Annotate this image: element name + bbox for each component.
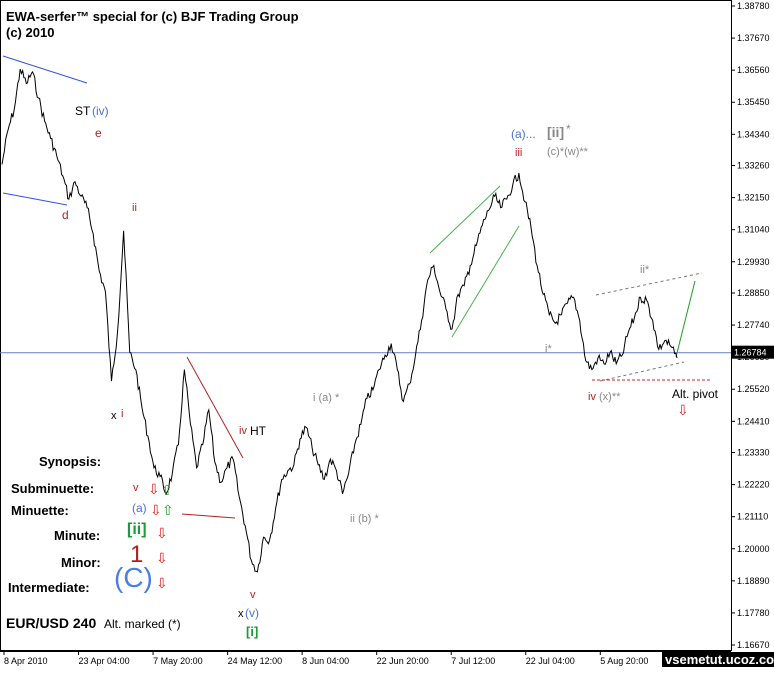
current-price-label: 1.26784 — [734, 348, 767, 358]
y-tick-label: 1.33260 — [737, 161, 770, 171]
wave-label-a-top: (a)... — [511, 127, 536, 141]
wave-label-d: d — [62, 208, 69, 222]
y-tick-label: 1.34340 — [737, 129, 770, 139]
wave-label-v-paren: (v) — [245, 606, 259, 620]
alt-pivot-arrow-down-icon: ⇩ — [677, 402, 689, 418]
wave-label-x-i: x — [111, 410, 117, 422]
x-tick-label: 24 May 12:00 — [228, 656, 283, 666]
channel-lower-blue — [2, 192, 68, 206]
x-tick-label: 22 Jun 20:00 — [377, 656, 429, 666]
synopsis-mark-subminuette: v — [133, 482, 139, 494]
y-tick-label: 1.29930 — [737, 257, 770, 267]
triangle-lower-red — [181, 513, 236, 519]
alt-pivot-label: Alt. pivot — [672, 387, 719, 401]
wave-label-x-alt: (x)** — [599, 391, 621, 403]
synopsis-mark-minute: [ii] — [127, 521, 147, 538]
minute-arrow-down-icon: ⇩ — [156, 525, 168, 541]
minor-arrow-down-icon: ⇩ — [156, 550, 168, 566]
wave-label-iv-ht: iv — [239, 425, 247, 437]
y-tick-label: 1.32150 — [737, 193, 770, 203]
watermark: vsemetut.ucoz.com — [662, 652, 774, 667]
y-axis-ticks: 1.38780 1.37670 1.36560 1.35450 1.34340 1.332… — [731, 1, 770, 650]
x-tick-label: 22 Jul 04:00 — [526, 656, 575, 666]
synopsis-label-minor: Minor: — [61, 555, 101, 570]
x-axis-ticks: 8 Apr 2010 23 Apr 04:00 7 May 20:00 24 May … — [3, 651, 728, 666]
synopsis-mark-intermediate: (C) — [114, 562, 153, 593]
wave-label-ht: HT — [250, 424, 266, 438]
symbol-label: EUR/USD 240 — [6, 615, 97, 631]
y-tick-label: 1.23330 — [737, 448, 770, 458]
y-tick-label: 1.18890 — [737, 576, 770, 586]
wave-label-i-a-alt: i (a) * — [313, 392, 340, 404]
price-series-line — [1, 68, 678, 573]
y-tick-label: 1.17780 — [737, 608, 770, 618]
channel-upper-grey-dashed — [595, 272, 703, 296]
chart-title: EWA-serfer™ special for (c) BJF Trading … — [6, 9, 299, 24]
current-price-marker — [731, 345, 774, 359]
wave-label-c-w-alt: (c)*(w)** — [547, 146, 588, 158]
y-tick-label: 1.24410 — [737, 416, 770, 426]
minuette-arrow-up-icon: ⇧ — [162, 502, 174, 518]
channel-upper-blue — [2, 55, 88, 84]
y-tick-label: 1.25520 — [737, 384, 770, 394]
chart-copyright: (c) 2010 — [6, 25, 55, 40]
x-tick-label: 7 May 20:00 — [153, 656, 203, 666]
channel-upper-green — [429, 185, 501, 254]
y-tick-label: 1.38780 — [737, 1, 770, 11]
wave-label-st: ST — [75, 104, 91, 118]
x-tick-label: 5 Aug 20:00 — [600, 656, 648, 666]
wave-label-ii-bracket-star: * — [566, 122, 571, 136]
y-tick-label: 1.20000 — [737, 544, 770, 554]
y-tick-label: 1.21110 — [737, 512, 768, 522]
wave-label-x-low: x — [238, 608, 244, 620]
wave-label-iv: iv — [588, 391, 596, 403]
subminuette-arrow-up-icon: ⇧ — [161, 482, 173, 498]
wave-label-i-bracket: [i] — [246, 624, 259, 639]
wave-label-iii-top: iii — [515, 147, 523, 159]
y-tick-label: 1.36560 — [737, 65, 770, 75]
plot-frame — [0, 0, 732, 651]
y-tick-label: 1.28850 — [737, 288, 770, 298]
synopsis-label-minute: Minute: — [54, 528, 101, 543]
x-tick-label: 8 Apr 2010 — [4, 656, 48, 666]
wave-label-e: e — [95, 126, 102, 140]
y-tick-label: 1.22220 — [737, 480, 770, 490]
channel-lower-green — [451, 225, 520, 338]
synopsis-label-intermediate: Intermediate: — [8, 580, 90, 595]
y-tick-label: 1.35450 — [737, 97, 770, 107]
projection-green — [675, 280, 696, 358]
y-tick-label: 1.31040 — [737, 225, 770, 235]
wave-label-ii-top: ii — [132, 202, 137, 214]
wave-label-i-low: i — [121, 408, 124, 420]
synopsis-label-minuette: Minuette: — [11, 503, 69, 518]
synopsis-mark-minor: 1 — [130, 541, 144, 568]
synopsis-label-subminuette: Subminuette: — [11, 481, 95, 496]
wave-label-st-iv: (iv) — [92, 104, 109, 118]
channel-lower-grey-dashed — [599, 361, 685, 382]
wave-label-i-star: i* — [545, 343, 552, 355]
wave-label-v-bottom: v — [250, 589, 256, 601]
synopsis-mark-minuette: (a) — [132, 501, 147, 515]
alt-note-label: Alt. marked (*) — [104, 617, 181, 631]
wave-label-ii-bracket-alt: [ii] — [547, 124, 565, 140]
x-tick-label: 8 Jun 04:00 — [302, 656, 349, 666]
x-tick-label: 7 Jul 12:00 — [451, 656, 495, 666]
x-tick-label: 23 Apr 04:00 — [79, 656, 130, 666]
wave-label-ii-star: ii* — [640, 264, 650, 276]
subminuette-arrow-down-icon: ⇩ — [148, 481, 160, 497]
intermediate-arrow-down-icon: ⇩ — [156, 575, 168, 591]
y-tick-label: 1.27740 — [737, 320, 770, 330]
wave-label-ii-b-alt: ii (b) * — [350, 513, 379, 525]
minuette-arrow-down-icon: ⇩ — [150, 502, 162, 518]
y-tick-label: 1.16670 — [737, 640, 770, 650]
triangle-upper-red — [186, 356, 244, 459]
synopsis-title: Synopsis: — [39, 454, 102, 469]
y-tick-label: 1.37670 — [737, 33, 770, 43]
